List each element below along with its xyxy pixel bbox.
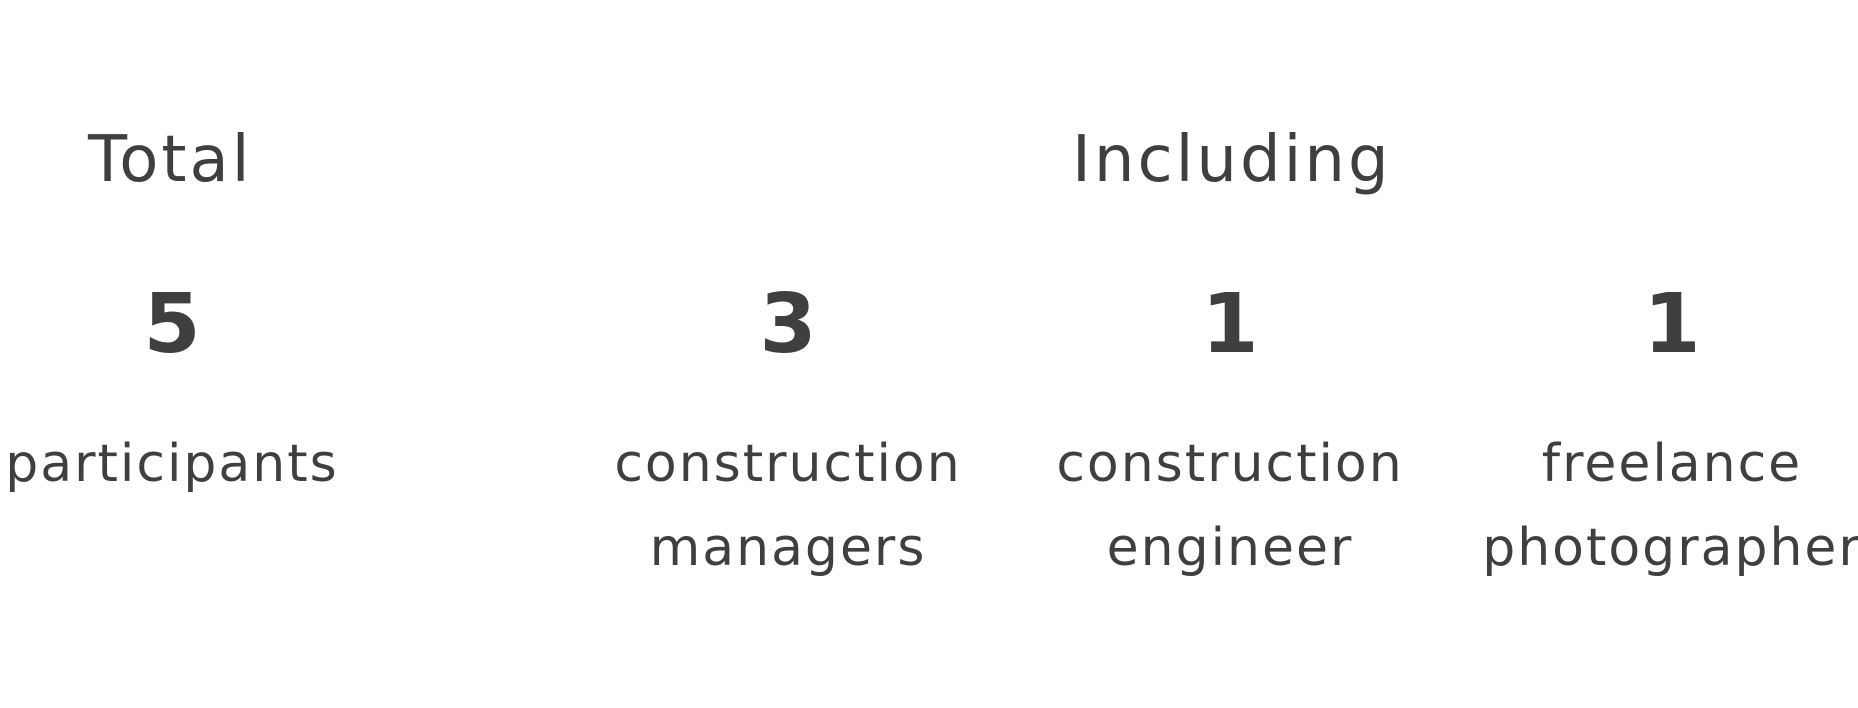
stat-value: 1 [1201,277,1259,372]
stat-label: freelance photographer [1482,434,1858,578]
stat-total-participants: 5 participants [0,284,362,506]
stat-freelance-photographer: 1 freelance photographer [1482,284,1858,590]
total-heading: Total [88,123,253,197]
stat-value: 1 [1643,277,1701,372]
stat-construction-engineer: 1 construction engineer [1040,284,1420,590]
stat-construction-managers: 3 construction managers [598,284,978,590]
stat-value: 5 [143,277,201,372]
stat-label: participants [5,434,339,494]
stat-value: 3 [759,277,817,372]
including-heading: Including [1072,123,1392,197]
stat-label: construction engineer [1056,434,1404,578]
stat-label: construction managers [614,434,962,578]
